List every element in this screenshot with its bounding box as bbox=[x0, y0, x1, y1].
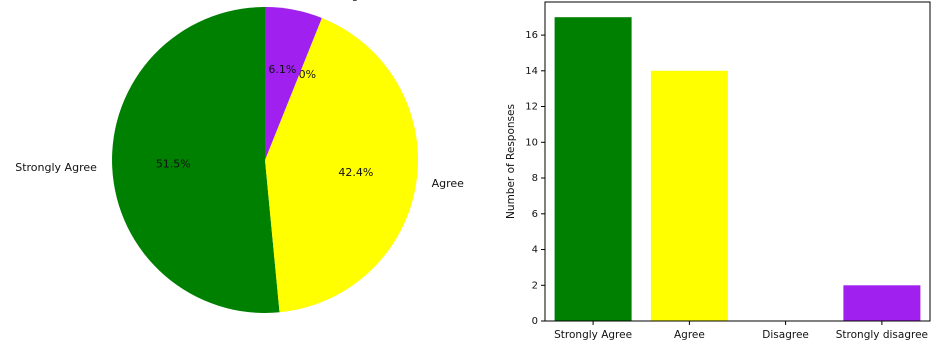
bar-agree bbox=[650, 70, 728, 321]
bar-plot-frame bbox=[544, 1, 931, 322]
x-tick-label-disagree: Disagree bbox=[762, 329, 809, 341]
x-tick-label-agree: Agree bbox=[674, 329, 705, 341]
y-tick-label: 6 bbox=[532, 209, 538, 220]
y-tick-label: 12 bbox=[525, 102, 538, 113]
pie-label-strongly-agree: Strongly Agree bbox=[15, 161, 97, 174]
pie-slice-strongly-agree bbox=[112, 7, 280, 313]
y-tick-label: 16 bbox=[525, 30, 538, 41]
y-tick-label: 14 bbox=[525, 66, 538, 77]
pie-label-agree: Agree bbox=[432, 177, 465, 190]
pie-percent-strongly-disagree: 6.1% bbox=[268, 63, 296, 76]
bar-strongly-agree bbox=[554, 17, 632, 321]
y-tick-label: 0 bbox=[532, 316, 538, 327]
y-tick-label: 10 bbox=[525, 137, 538, 148]
pie-label-disagree: Disagree bbox=[328, 0, 377, 2]
bar-chart: 0 2 4 6 8 10 12 14 16 Strongly Agree Agree Disagree… bbox=[505, 1, 931, 341]
pie-chart: Strongly Agree51.5%Agree42.4%Disagree0.0… bbox=[15, 0, 464, 313]
x-tick-label-strongly-agree: Strongly Agree bbox=[554, 329, 632, 341]
y-tick-label: 2 bbox=[532, 280, 538, 291]
x-tick-label-strongly-disagree: Strongly disagree bbox=[836, 329, 928, 341]
y-tick-label: 4 bbox=[532, 245, 538, 256]
pie-slice-strongly-disagree bbox=[265, 7, 322, 160]
y-axis-title: Number of Responses bbox=[505, 104, 517, 219]
bar-strongly-disagree bbox=[843, 285, 921, 321]
pie-slice-agree bbox=[265, 17, 419, 313]
pie-percent-agree: 42.4% bbox=[338, 166, 373, 179]
pie-percent-strongly-agree: 51.5% bbox=[156, 157, 191, 170]
y-tick-label: 8 bbox=[532, 173, 538, 184]
